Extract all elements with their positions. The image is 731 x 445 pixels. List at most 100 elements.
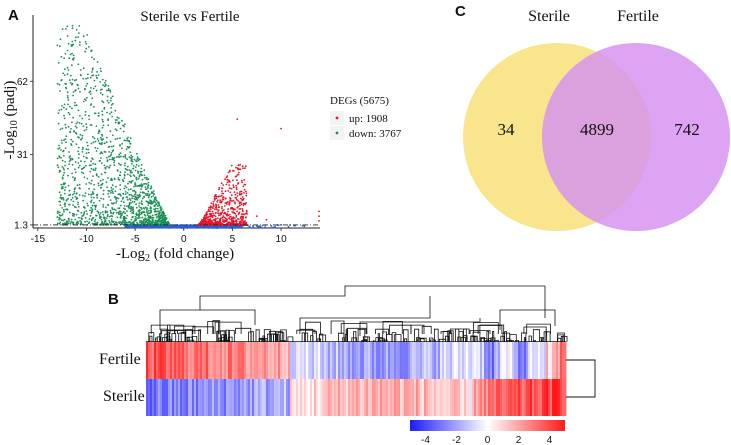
heatmap-cell bbox=[356, 379, 359, 416]
volcano-point-up bbox=[230, 217, 233, 220]
volcano-point-down bbox=[56, 212, 59, 215]
volcano-point-down bbox=[131, 209, 133, 212]
volcano-point-down bbox=[107, 192, 110, 195]
heatmap-cell bbox=[534, 342, 537, 379]
volcano-point-down bbox=[68, 79, 71, 81]
heatmap-cell bbox=[544, 379, 547, 416]
heatmap-cell bbox=[250, 379, 253, 416]
volcano-point-down bbox=[111, 220, 113, 222]
dendrogram-branch bbox=[460, 337, 466, 342]
heatmap-cell bbox=[326, 342, 329, 379]
heatmap-cell bbox=[224, 342, 227, 379]
volcano-point-down bbox=[106, 215, 109, 218]
volcano-point-down bbox=[147, 212, 150, 215]
volcano-point-down bbox=[121, 223, 124, 226]
heatmap-cell bbox=[228, 342, 231, 379]
volcano-point-down bbox=[63, 114, 65, 117]
volcano-point-down bbox=[89, 209, 91, 212]
heatmap-cell bbox=[228, 379, 231, 416]
volcano-point-down bbox=[69, 53, 72, 56]
volcano-point-down bbox=[111, 134, 114, 137]
volcano-point-up bbox=[226, 218, 229, 221]
volcano-point-up bbox=[240, 190, 243, 193]
volcano-point-down bbox=[78, 183, 81, 186]
volcano-point-down bbox=[67, 96, 69, 99]
heatmap-cell bbox=[154, 379, 157, 416]
heatmap-cell bbox=[254, 342, 257, 379]
volcano-point-down bbox=[81, 150, 84, 153]
heatmap-cell bbox=[564, 342, 567, 379]
volcano-point-up bbox=[220, 201, 223, 204]
dendrogram-branch bbox=[375, 328, 390, 334]
volcano-point-down bbox=[141, 216, 144, 219]
heatmap-cell bbox=[220, 379, 223, 416]
heatmap-cell bbox=[186, 342, 189, 379]
volcano-point-down bbox=[135, 212, 138, 215]
volcano-point-down bbox=[123, 215, 126, 218]
volcano-point-down bbox=[72, 200, 75, 203]
heatmap-cell bbox=[230, 379, 233, 416]
volcano-point-down bbox=[124, 191, 127, 193]
volcano-point-down bbox=[90, 179, 93, 182]
volcano-point-ns bbox=[261, 224, 264, 227]
volcano-point-down bbox=[157, 220, 160, 223]
dendrogram-branch bbox=[150, 324, 171, 334]
heatmap-cell bbox=[330, 379, 333, 416]
volcano-point-down bbox=[117, 193, 120, 196]
volcano-point-down bbox=[130, 163, 133, 165]
volcano-point-down bbox=[77, 222, 80, 225]
volcano-point-down bbox=[150, 222, 153, 224]
volcano-point-down bbox=[145, 178, 148, 181]
volcano-point-up bbox=[201, 223, 204, 225]
heatmap-cell bbox=[434, 342, 437, 379]
heatmap-cell bbox=[334, 342, 337, 379]
volcano-point-down bbox=[124, 164, 126, 167]
volcano-point-ns bbox=[235, 227, 237, 229]
volcano-point-up bbox=[207, 218, 209, 221]
dendrogram-branch bbox=[469, 330, 491, 334]
x-tick-label: 10 bbox=[276, 234, 288, 245]
volcano-point-down bbox=[137, 159, 140, 162]
heatmap-cell bbox=[522, 342, 525, 379]
volcano-point-up bbox=[241, 196, 244, 198]
volcano-point-down bbox=[114, 209, 117, 212]
volcano-point-down bbox=[106, 99, 109, 102]
volcano-point-down bbox=[128, 202, 131, 204]
heatmap-cell bbox=[526, 379, 529, 416]
volcano-point-down bbox=[160, 209, 162, 212]
volcano-point-down bbox=[104, 82, 106, 84]
volcano-point-down bbox=[156, 207, 159, 210]
volcano-point-up bbox=[212, 212, 214, 215]
volcano-point-ns bbox=[277, 224, 280, 227]
heatmap-cell bbox=[270, 379, 273, 416]
volcano-point-down bbox=[91, 222, 94, 225]
volcano-point-down bbox=[144, 186, 147, 189]
y-tick-label: 62 bbox=[17, 77, 29, 88]
volcano-point-down bbox=[110, 189, 113, 192]
volcano-point-up bbox=[318, 215, 320, 218]
dendrogram-branch bbox=[532, 329, 540, 342]
heatmap-cell bbox=[202, 342, 205, 379]
heatmap-cell bbox=[158, 342, 161, 379]
volcano-point-down bbox=[137, 210, 140, 212]
volcano-point-down bbox=[140, 164, 143, 166]
volcano-point-down bbox=[107, 88, 110, 90]
volcano-point-up bbox=[241, 213, 244, 216]
heatmap-cell bbox=[492, 342, 495, 379]
volcano-point-down bbox=[128, 207, 131, 210]
heatmap-cell bbox=[498, 342, 501, 379]
heatmap-cell bbox=[320, 379, 323, 416]
volcano-point-up bbox=[226, 175, 229, 178]
volcano-point-down bbox=[162, 215, 165, 217]
volcano-point-down bbox=[107, 101, 110, 104]
volcano-point-down bbox=[99, 160, 101, 162]
volcano-point-down bbox=[95, 173, 98, 176]
volcano-point-up bbox=[216, 201, 219, 203]
heatmap-cell bbox=[506, 379, 509, 416]
volcano-point-down bbox=[119, 194, 122, 197]
volcano-point-down bbox=[90, 49, 93, 52]
volcano-point-down bbox=[77, 109, 80, 112]
heatmap-cell bbox=[408, 379, 411, 416]
heatmap-cell bbox=[170, 379, 173, 416]
volcano-point-up bbox=[236, 118, 239, 121]
